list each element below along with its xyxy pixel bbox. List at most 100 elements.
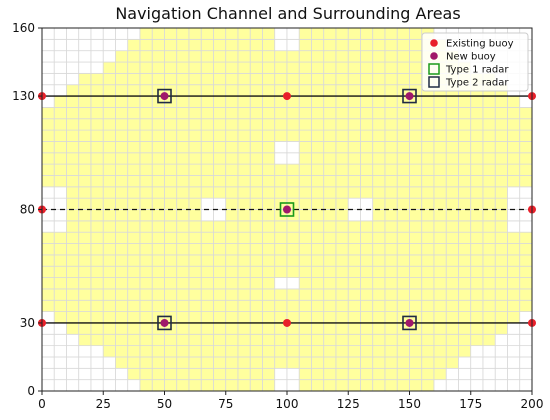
grid-cell xyxy=(519,118,533,131)
grid-cell xyxy=(445,141,459,154)
grid-cell xyxy=(102,277,116,290)
grid-cell xyxy=(335,61,349,74)
grid-cell xyxy=(78,38,92,52)
grid-cell xyxy=(249,220,263,233)
grid-cell xyxy=(298,118,312,131)
grid-cell xyxy=(41,50,55,63)
grid-cell xyxy=(274,243,288,256)
grid-cell xyxy=(164,72,178,86)
grid-cell xyxy=(274,72,288,86)
grid-cell xyxy=(66,95,80,108)
grid-cell xyxy=(458,197,472,210)
grid-cell xyxy=(176,322,190,335)
grid-cell xyxy=(225,345,239,358)
grid-cell xyxy=(237,107,251,120)
grid-cell xyxy=(323,50,337,63)
grid-cell xyxy=(66,333,80,347)
grid-cell xyxy=(213,50,227,63)
grid-cell xyxy=(298,197,312,210)
grid-cell xyxy=(409,243,423,256)
grid-cell xyxy=(409,118,423,131)
grid-cell xyxy=(53,107,67,120)
grid-cell xyxy=(41,254,55,267)
grid-cell xyxy=(286,50,300,63)
grid-cell xyxy=(335,277,349,290)
grid-cell xyxy=(335,231,349,244)
grid-cell xyxy=(262,333,276,347)
grid-cell xyxy=(237,175,251,188)
grid-cell xyxy=(494,152,508,165)
grid-cell xyxy=(396,209,410,222)
grid-cell xyxy=(115,175,129,188)
grid-cell xyxy=(115,95,129,108)
grid-cell xyxy=(384,322,398,335)
grid-cell xyxy=(311,288,325,301)
grid-cell xyxy=(90,197,104,210)
grid-cell xyxy=(311,152,325,165)
grid-cell xyxy=(102,209,116,222)
grid-cell xyxy=(519,186,533,199)
grid-cell xyxy=(347,220,361,233)
grid-cell xyxy=(41,163,55,176)
grid-cell xyxy=(188,118,202,131)
grid-cell xyxy=(115,322,129,335)
grid-cell xyxy=(507,277,521,290)
grid-cell xyxy=(78,129,92,142)
grid-cell xyxy=(262,175,276,188)
grid-cell xyxy=(102,379,116,392)
grid-cell xyxy=(262,265,276,278)
grid-cell xyxy=(102,367,116,381)
grid-cell xyxy=(433,243,447,256)
grid-cell xyxy=(249,322,263,335)
grid-cell xyxy=(102,95,116,108)
grid-cell xyxy=(225,72,239,86)
grid-cell xyxy=(102,254,116,267)
grid-cell xyxy=(298,209,312,222)
grid-cell xyxy=(311,27,325,40)
grid-cell xyxy=(53,356,67,369)
grid-cell xyxy=(151,27,165,40)
grid-cell xyxy=(78,27,92,40)
grid-cell xyxy=(384,367,398,381)
grid-cell xyxy=(78,345,92,358)
grid-cell xyxy=(360,107,374,120)
grid-cell xyxy=(372,345,386,358)
grid-cell xyxy=(347,175,361,188)
grid-cell xyxy=(421,299,435,312)
grid-cell xyxy=(433,379,447,392)
grid-cell xyxy=(494,254,508,267)
grid-cell xyxy=(249,345,263,358)
grid-cell xyxy=(139,50,153,63)
grid-cell xyxy=(311,95,325,108)
grid-cell xyxy=(396,277,410,290)
grid-cell xyxy=(225,61,239,74)
grid-cell xyxy=(433,288,447,301)
grid-cell xyxy=(102,118,116,131)
grid-cell xyxy=(213,209,227,222)
grid-cell xyxy=(66,141,80,154)
buoy-marker xyxy=(160,318,169,327)
grid-cell xyxy=(433,220,447,233)
grid-cell xyxy=(249,311,263,324)
grid-cell xyxy=(396,61,410,74)
grid-cell xyxy=(66,197,80,210)
grid-cell xyxy=(139,220,153,233)
grid-cell xyxy=(274,231,288,244)
grid-cell xyxy=(237,254,251,267)
grid-cell xyxy=(274,118,288,131)
grid-cell xyxy=(200,231,214,244)
grid-cell xyxy=(482,209,496,222)
grid-cell xyxy=(249,175,263,188)
legend-label: New buoy xyxy=(446,52,496,63)
grid-cell xyxy=(323,379,337,392)
grid-cell xyxy=(176,367,190,381)
grid-cell xyxy=(519,288,533,301)
grid-cell xyxy=(176,333,190,347)
grid-cell xyxy=(237,299,251,312)
grid-cell xyxy=(298,277,312,290)
grid-cell xyxy=(372,333,386,347)
grid-cell xyxy=(445,152,459,165)
grid-cell xyxy=(90,288,104,301)
grid-cell xyxy=(200,61,214,74)
grid-cell xyxy=(127,254,141,267)
